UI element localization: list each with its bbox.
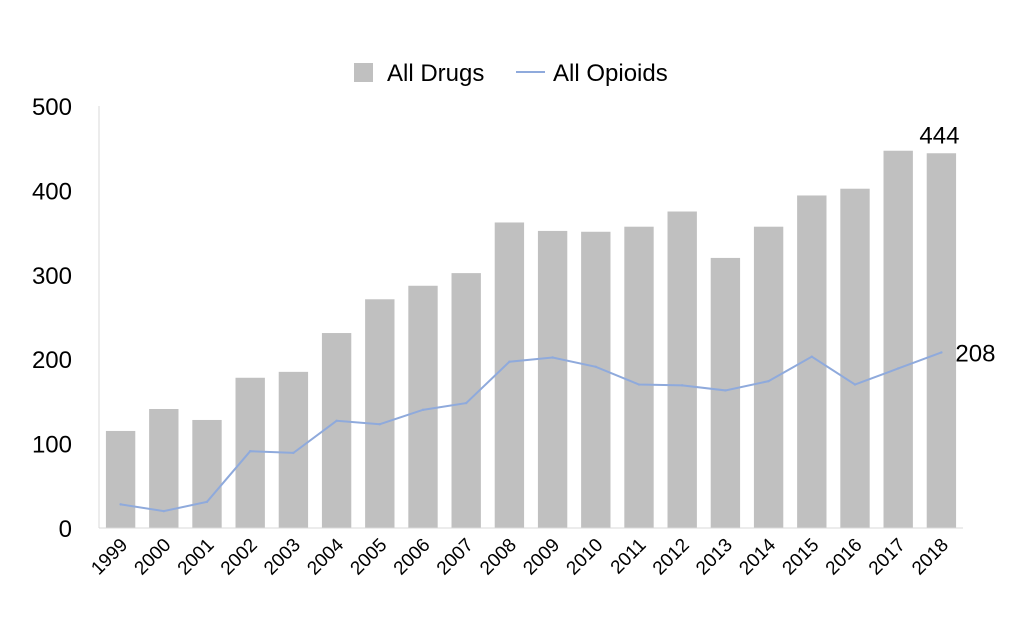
point-2001 (205, 500, 209, 504)
bar-2011 (624, 226, 654, 528)
y-tick-label: 500 (32, 94, 72, 121)
point-2002 (249, 449, 252, 453)
x-tick-label: 2012 (649, 535, 694, 580)
bar-2016 (840, 188, 870, 528)
bar-2008 (494, 222, 525, 529)
point-2004 (335, 419, 338, 423)
point-2000 (162, 509, 165, 513)
bar-2012 (667, 211, 697, 528)
y-tick-label: 300 (32, 263, 72, 290)
y-tick-label: 0 (59, 516, 72, 543)
legend-swatch-all-drugs (354, 63, 373, 82)
point-2012 (681, 384, 684, 387)
point-2018 (940, 351, 943, 354)
point-2017 (897, 367, 900, 370)
x-tick-label: 2015 (779, 535, 824, 580)
bar-2010 (581, 231, 611, 529)
x-tick-label: 2001 (174, 535, 219, 580)
x-tick-label: 2005 (347, 535, 392, 580)
point-2010 (594, 365, 597, 368)
point-2003 (292, 451, 295, 455)
x-tick-label: 2018 (908, 535, 953, 580)
line-path-all-opioids (120, 351, 942, 513)
y-axis: 0 100 200 300 400 500 (32, 94, 100, 543)
legend-label-all-drugs: All Drugs (387, 60, 484, 87)
legend-label-all-opioids: All Opioids (553, 60, 668, 87)
bar-2018 (926, 153, 957, 528)
x-tick-label: 2010 (563, 535, 608, 580)
point-2005 (378, 422, 381, 426)
x-tick-label: 2016 (822, 535, 867, 580)
data-label-all-opioids: 208 (955, 340, 995, 367)
x-tick-label: 2017 (865, 535, 910, 580)
x-tick-label: 2008 (476, 535, 521, 580)
x-tick-label: 2004 (303, 534, 348, 579)
y-tick-label: 200 (32, 347, 72, 374)
y-tick-label: 400 (32, 178, 72, 205)
bar-2017 (883, 150, 913, 528)
point-1999 (119, 503, 122, 506)
x-tick-label: 1999 (87, 535, 132, 580)
x-tick-label: 2002 (217, 535, 262, 580)
x-tick-label: 2013 (692, 535, 737, 580)
bar-2007 (451, 273, 481, 528)
point-2008 (508, 360, 511, 363)
bar-2004 (321, 333, 352, 528)
y-tick-label: 100 (32, 432, 72, 459)
point-2007 (465, 401, 468, 405)
x-tick-label: 2000 (131, 535, 176, 580)
bar-2014 (753, 226, 784, 528)
line-all-opioids (119, 351, 943, 513)
bar-1999 (105, 430, 136, 528)
x-tick-label: 2007 (433, 535, 478, 580)
x-tick-label: 2014 (735, 534, 780, 579)
point-2014 (767, 379, 770, 383)
bar-2005 (365, 299, 395, 528)
x-axis: 1999200020012002200320042005200620072008… (87, 527, 963, 580)
point-2006 (421, 408, 425, 412)
bar-2002 (235, 377, 265, 528)
legend: All Drugs All Opioids (354, 60, 668, 87)
x-tick-label: 2011 (607, 535, 651, 579)
point-2011 (637, 383, 641, 386)
bar-2013 (710, 257, 741, 528)
point-2009 (551, 356, 554, 359)
point-2013 (724, 389, 727, 392)
bar-2001 (192, 419, 222, 528)
bar-2003 (278, 371, 309, 528)
point-2015 (810, 355, 813, 358)
data-labels: 444 208 (919, 122, 995, 367)
bar-2006 (408, 285, 438, 528)
x-tick-label: 2003 (260, 535, 305, 580)
bar-2009 (537, 230, 568, 529)
data-label-all-drugs: 444 (919, 122, 959, 149)
x-tick-label: 2006 (390, 535, 435, 580)
x-tick-label: 2009 (519, 535, 564, 580)
point-2016 (853, 383, 857, 386)
